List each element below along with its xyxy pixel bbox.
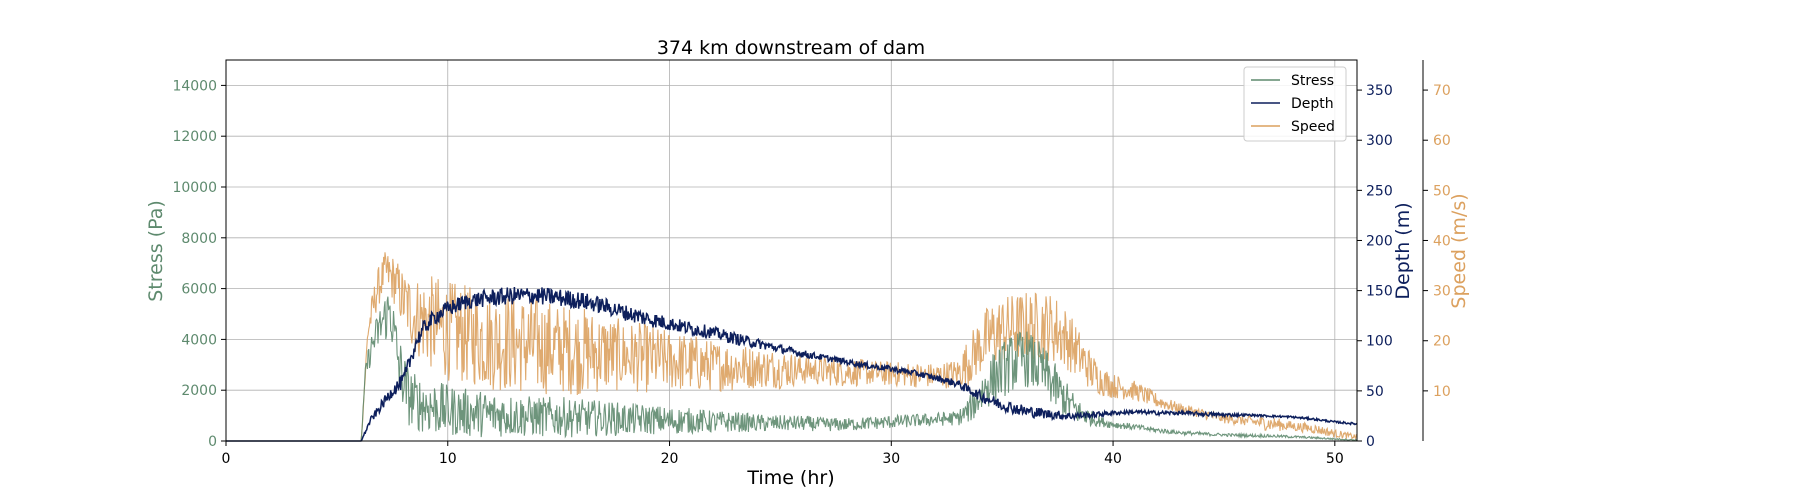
y-stress-tick-label: 10000	[172, 180, 217, 196]
y-stress-tick-label: 14000	[172, 78, 217, 94]
legend: Stress Depth Speed	[1243, 66, 1347, 142]
y-stress-tick-label: 4000	[181, 332, 217, 348]
y-speed-tick-label: 70	[1433, 83, 1451, 99]
x-tick-label: 30	[882, 451, 900, 467]
legend-label-stress: Stress	[1291, 73, 1334, 89]
y-stress-tick-label: 0	[208, 434, 217, 450]
y-axis-stress: 0 2000 4000 6000 8000 10000 12000 14000	[172, 78, 226, 450]
y-stress-tick-label: 8000	[181, 231, 217, 247]
y-axis-depth-title: Depth (m)	[1392, 202, 1414, 299]
y-stress-tick-label: 6000	[181, 282, 217, 298]
y-depth-tick-label: 350	[1366, 83, 1393, 99]
y-axis-depth: 0 50 100 150 200 250 300 350	[1357, 83, 1393, 450]
x-tick-label: 20	[661, 451, 679, 467]
x-axis-title: Time (hr)	[746, 467, 834, 489]
series-layer	[226, 252, 1358, 442]
series-line-speed	[226, 252, 1358, 442]
legend-box	[1243, 66, 1347, 142]
y-depth-tick-label: 50	[1366, 384, 1384, 400]
x-axis: 0 10 20 30 40 50	[222, 441, 1344, 467]
series-line-depth	[226, 286, 1358, 442]
y-axis-stress-title: Stress (Pa)	[145, 200, 167, 302]
y-depth-tick-label: 250	[1366, 183, 1393, 199]
y-depth-tick-label: 150	[1366, 284, 1393, 300]
y-speed-tick-label: 30	[1433, 284, 1451, 300]
y-speed-tick-label: 60	[1433, 133, 1451, 149]
y-stress-tick-label: 12000	[172, 129, 217, 145]
y-speed-tick-label: 20	[1433, 334, 1451, 350]
series-line-stress	[226, 296, 1358, 442]
y-speed-tick-label: 10	[1433, 384, 1451, 400]
y-stress-tick-label: 2000	[181, 383, 217, 399]
plot-frame	[225, 59, 1358, 442]
y-depth-tick-label: 200	[1366, 233, 1393, 249]
legend-label-depth: Depth	[1291, 96, 1334, 112]
x-tick-label: 10	[439, 451, 457, 467]
x-tick-label: 50	[1326, 451, 1344, 467]
y-depth-tick-label: 300	[1366, 133, 1393, 149]
y-speed-tick-label: 50	[1433, 183, 1451, 199]
y-depth-tick-label: 100	[1366, 334, 1393, 350]
x-tick-label: 0	[222, 451, 231, 467]
y-depth-tick-label: 0	[1366, 434, 1375, 450]
y-speed-tick-label: 40	[1433, 233, 1451, 249]
legend-label-speed: Speed	[1291, 119, 1335, 135]
x-tick-label: 40	[1104, 451, 1122, 467]
chart-title: 374 km downstream of dam	[657, 37, 925, 59]
y-axis-speed: 10 20 30 40 50 60 70	[1423, 83, 1451, 400]
y-axis-speed-title: Speed (m/s)	[1448, 193, 1470, 308]
